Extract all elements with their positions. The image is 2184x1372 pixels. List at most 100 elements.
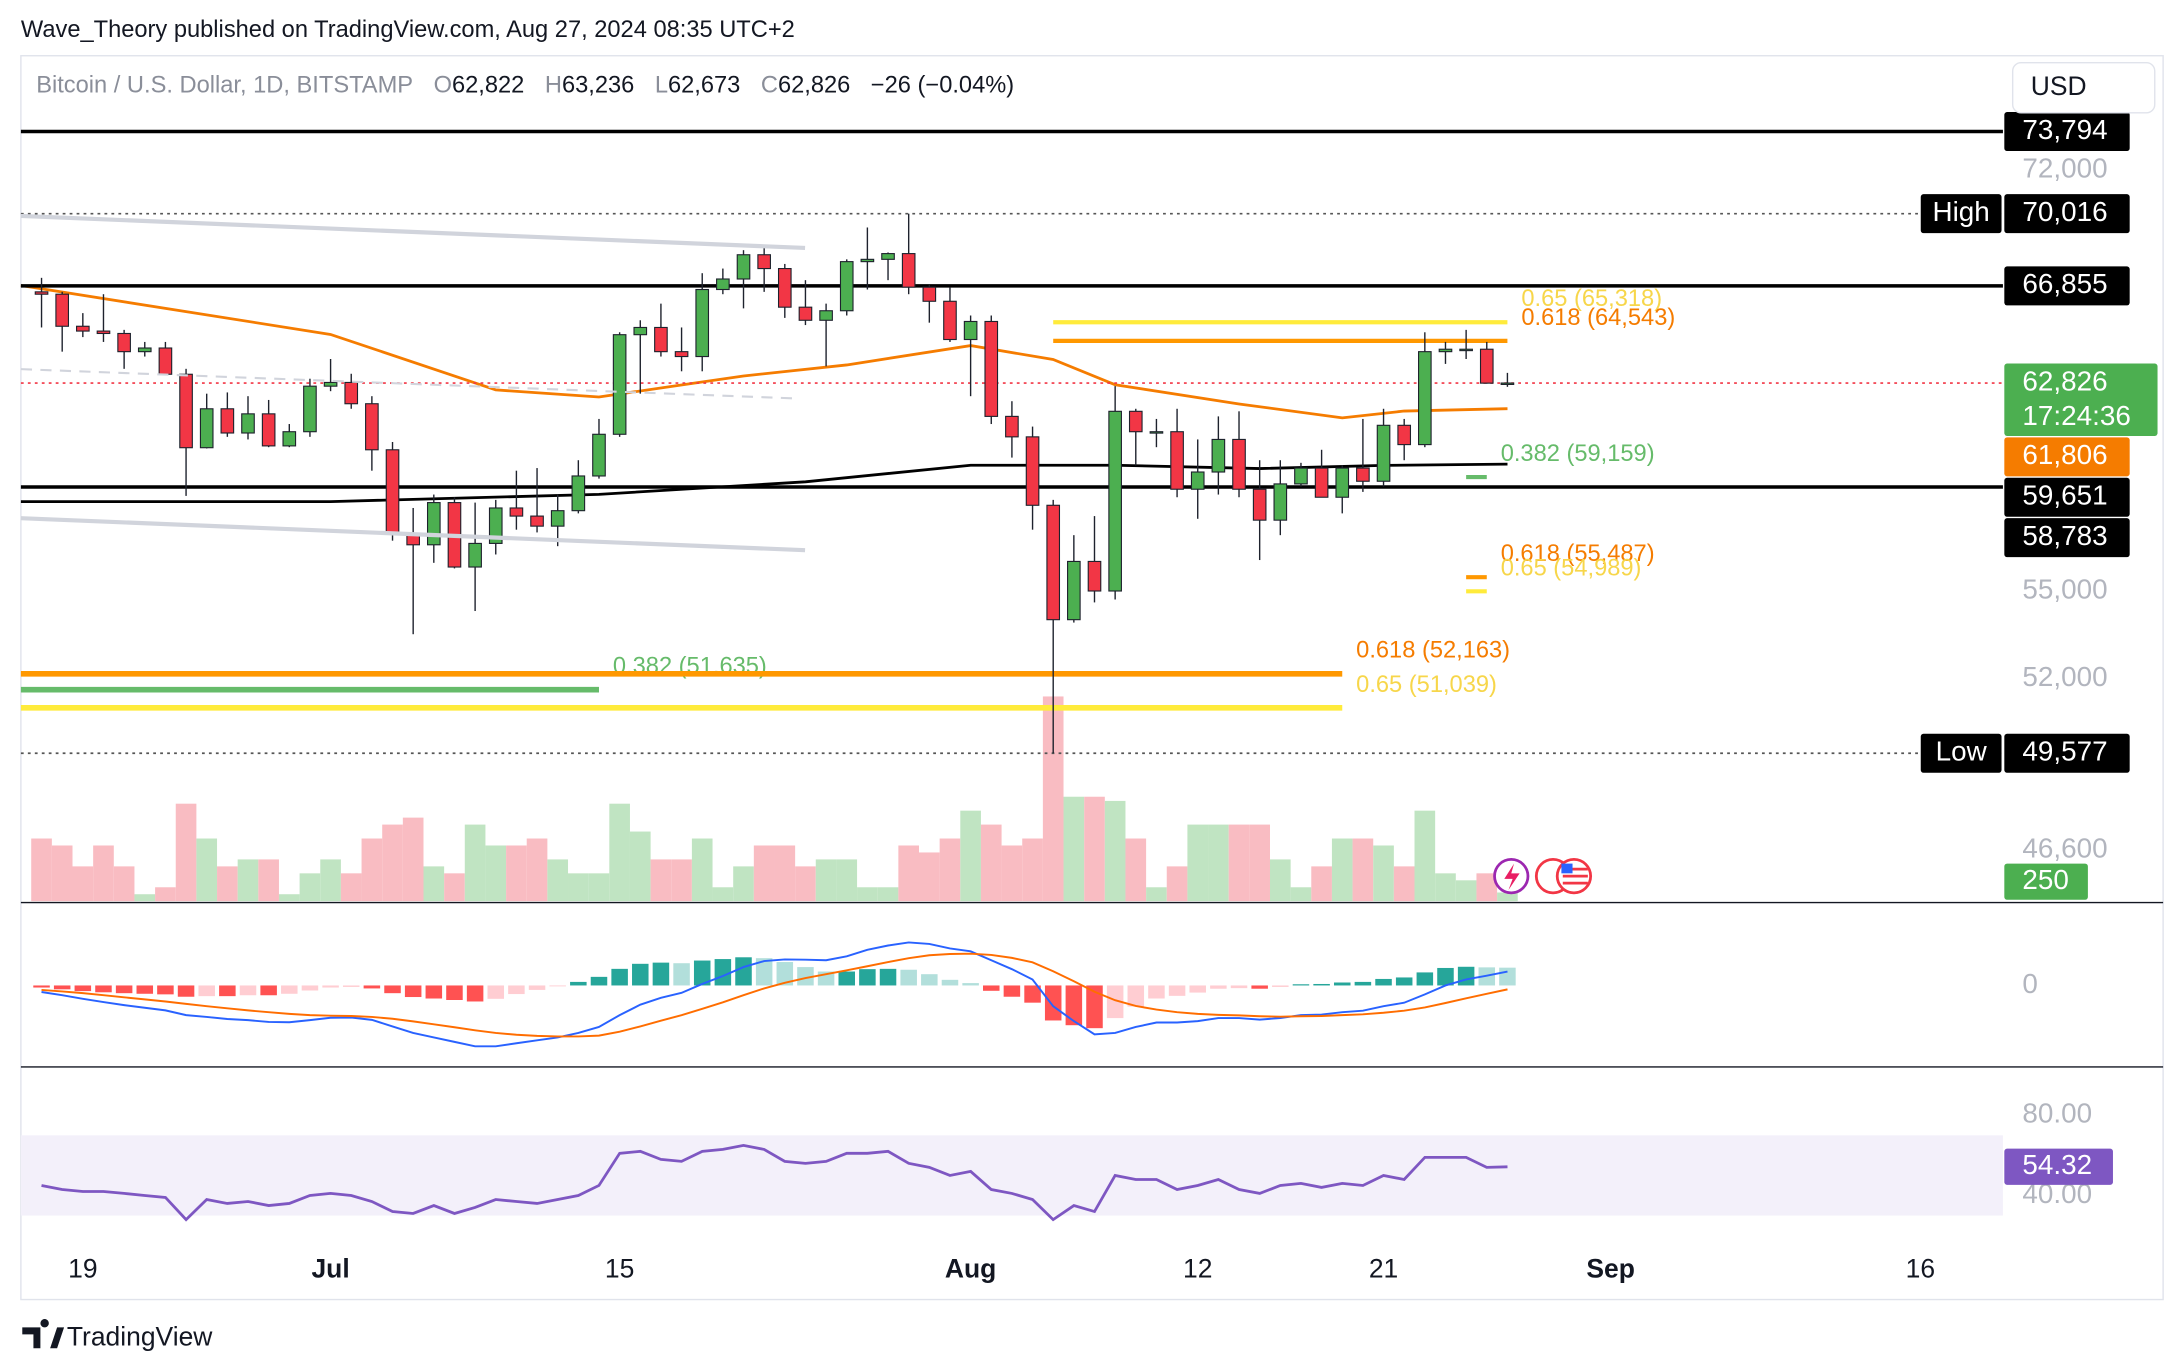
macd-histogram-bar: [301, 985, 319, 991]
volume-bar: [340, 873, 362, 902]
candle-body: [901, 253, 916, 288]
volume-bar: [196, 838, 218, 902]
y-tick-label: 46,600: [2022, 832, 2107, 863]
macd-histogram-bar: [714, 959, 732, 986]
candle-body: [303, 385, 317, 433]
volume-bar: [691, 838, 713, 902]
volume-bar: [1125, 838, 1147, 902]
macd-histogram-bar: [219, 985, 236, 997]
candle-body: [1376, 424, 1391, 482]
macd-histogram-bar: [136, 985, 154, 994]
candle-body: [220, 408, 235, 434]
macd-histogram-bar: [632, 963, 649, 986]
badge-tag-label: High: [1933, 196, 1990, 227]
macd-histogram-bar: [838, 971, 855, 986]
volume-bar: [1249, 824, 1270, 902]
macd-histogram-bar: [1065, 985, 1083, 1026]
rsi-band: [20, 1135, 2003, 1216]
volume-bar: [217, 866, 238, 902]
volume-bar: [588, 873, 610, 902]
macd-histogram-bar: [1333, 982, 1351, 986]
volume-bar: [568, 873, 589, 902]
volume-bar: [629, 831, 651, 902]
macd-histogram-bar: [1024, 985, 1041, 1003]
macd-histogram-bar: [797, 967, 814, 986]
candle-body: [344, 381, 359, 405]
volume-bar: [1311, 866, 1332, 902]
volume-bar: [753, 845, 775, 902]
macd-histogram-bar: [446, 985, 463, 1000]
volume-badge-label: 250: [2022, 864, 2068, 895]
candle-body: [736, 254, 751, 280]
candle-body: [1067, 560, 1081, 621]
chart-frame: [20, 55, 2164, 1301]
volume-bar: [919, 852, 940, 902]
macd-histogram-bar: [611, 968, 628, 986]
legend-key: O: [434, 73, 452, 99]
y-tick-label: 52,000: [2022, 661, 2107, 692]
candle-body: [34, 291, 49, 295]
candle-body: [1005, 415, 1019, 438]
volume-bar: [877, 887, 899, 902]
volume-bar: [320, 859, 341, 902]
candle-body: [365, 403, 379, 451]
legend-key: L: [655, 73, 668, 99]
macd-histogram-bar: [528, 985, 546, 990]
button-frame[interactable]: [2011, 61, 2156, 114]
macd-histogram-bar: [1499, 967, 1516, 986]
volume-bar: [939, 838, 961, 902]
legend-value: 62,673: [668, 73, 740, 99]
volume-bar: [1269, 859, 1291, 902]
candle-body: [1128, 410, 1143, 433]
currency-label[interactable]: USD: [2031, 71, 2087, 101]
volume-bar: [51, 845, 73, 902]
macd-histogram-bar: [322, 985, 339, 988]
trendline: [20, 368, 794, 400]
macd-histogram-bar: [281, 985, 298, 994]
volume-bar: [485, 845, 507, 902]
macd-histogram-bar: [1189, 985, 1206, 993]
candle-body: [943, 300, 957, 341]
volume-bar: [506, 845, 527, 902]
x-tick-label: 21: [1369, 1253, 1398, 1283]
volume-bar: [774, 845, 796, 902]
macd-histogram-bar: [508, 985, 525, 995]
macd-histogram-bar: [53, 985, 71, 990]
candle-body: [1211, 438, 1226, 473]
macd-histogram-bar: [1127, 985, 1145, 1007]
candle-body: [798, 306, 813, 321]
volume-bar: [72, 866, 94, 902]
volume-bar: [960, 810, 981, 902]
legend-change: −26 (−0.04%): [871, 73, 1014, 99]
currency-button[interactable]: USD: [2011, 61, 2156, 114]
candle-body: [76, 325, 90, 332]
macd-histogram-bar: [384, 985, 401, 994]
volume-bar: [444, 873, 465, 902]
candle-body: [592, 433, 606, 477]
volume-bar: [609, 803, 630, 902]
x-tick-label: Jul: [311, 1253, 349, 1283]
candle-body: [1108, 410, 1122, 592]
volume-bar: [361, 838, 383, 902]
macd-histogram-bar: [1044, 985, 1062, 1021]
legend-value: 63,236: [562, 73, 634, 99]
candle-body: [1232, 438, 1246, 490]
countdown: 17:24:36: [2022, 400, 2130, 431]
volume-bar: [1455, 880, 1477, 902]
candle-body: [199, 408, 214, 449]
macd-histogram-bar: [1395, 977, 1413, 986]
macd-histogram-bar: [735, 957, 752, 986]
candle-body: [819, 310, 833, 321]
macd-histogram-bar: [487, 985, 505, 999]
macd-histogram-bar: [652, 962, 670, 986]
macd-histogram-bar: [74, 985, 92, 992]
event-icons: [1493, 858, 1593, 895]
macd-histogram-bar: [1086, 985, 1103, 1029]
macd-histogram-bar: [33, 985, 50, 988]
x-tick-label: 19: [68, 1253, 97, 1283]
macd-histogram-bar: [1251, 985, 1268, 989]
price-badge-label: 66,855: [2022, 268, 2107, 299]
candle-body: [241, 413, 255, 434]
candle-body: [282, 431, 297, 447]
x-tick-label: Aug: [945, 1253, 996, 1283]
